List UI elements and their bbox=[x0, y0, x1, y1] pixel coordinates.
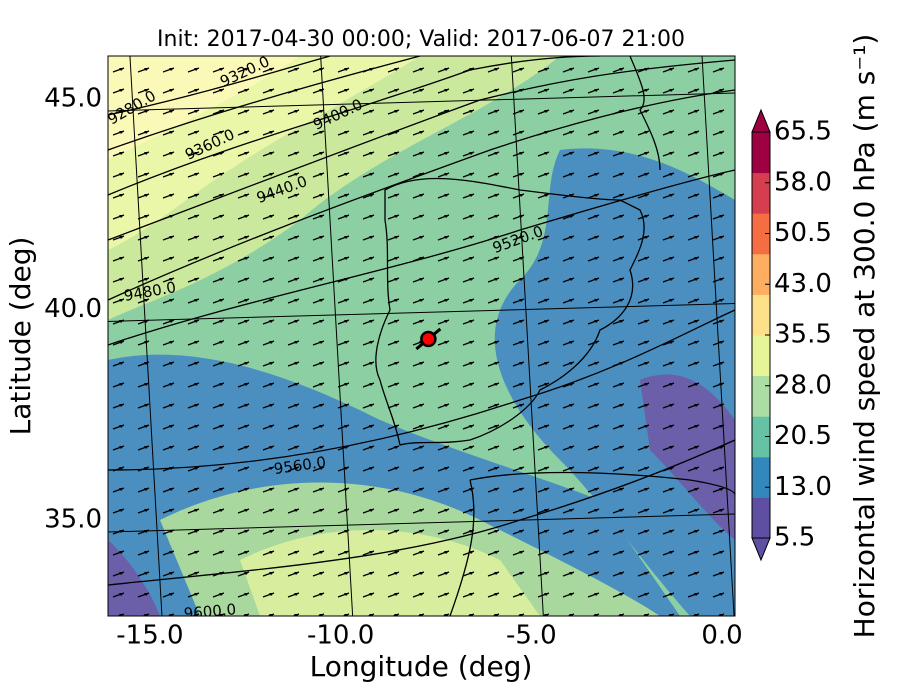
y-tick-label: 40.0 bbox=[44, 294, 102, 324]
x-axis-label: Longitude (deg) bbox=[310, 650, 533, 683]
x-tick-label: 0.0 bbox=[701, 621, 742, 651]
grid-line bbox=[129, 56, 163, 616]
grid-line bbox=[510, 56, 544, 616]
contour-label: 9600.0 bbox=[183, 600, 237, 623]
colorbar-band bbox=[752, 335, 770, 377]
chart-title: Init: 2017-04-30 00:00; Valid: 2017-06-0… bbox=[157, 27, 685, 52]
x-tick-label: -10.0 bbox=[307, 621, 374, 651]
colorbar-band bbox=[752, 416, 770, 458]
coastline bbox=[375, 177, 645, 446]
coastline bbox=[629, 56, 661, 171]
colorbar-tick-label: 65.5 bbox=[774, 117, 832, 147]
colorbar-band bbox=[752, 213, 770, 255]
colorbar-tick-label: 13.0 bbox=[774, 472, 832, 502]
x-tick-label: -15.0 bbox=[116, 621, 183, 651]
colorbar-label: Horizontal wind speed at 300.0 hPa (m s⁻… bbox=[848, 34, 881, 639]
y-axis-label: Latitude (deg) bbox=[4, 237, 37, 436]
colorbar-band bbox=[752, 497, 770, 539]
marker bbox=[420, 330, 437, 348]
colorbar-band bbox=[752, 375, 770, 417]
colorbar-band bbox=[752, 253, 770, 295]
coastline bbox=[449, 471, 735, 616]
colorbar-extend-low bbox=[751, 537, 771, 562]
colorbar-tick-label: 50.5 bbox=[774, 218, 832, 248]
grid-line bbox=[108, 302, 735, 322]
colorbar-tick-label: 43.0 bbox=[774, 269, 832, 299]
colorbar-band bbox=[752, 456, 770, 498]
colorbar-band bbox=[752, 294, 770, 336]
contour-lines bbox=[108, 56, 735, 586]
colorbar-tick-label: 35.5 bbox=[774, 320, 832, 350]
y-tick-label: 45.0 bbox=[44, 83, 102, 113]
colorbar-band bbox=[752, 172, 770, 214]
graticule bbox=[108, 56, 735, 616]
map-field: 9280.09320.09360.09400.09440.09480.09520… bbox=[108, 56, 735, 623]
grid-line bbox=[701, 56, 735, 616]
colorbar-tick-label: 5.5 bbox=[774, 523, 815, 553]
x-tick-label: -5.0 bbox=[506, 621, 557, 651]
colorbar-tick-label: 58.0 bbox=[774, 167, 832, 197]
colorbar-band bbox=[752, 132, 770, 174]
colorbar-tick-label: 20.5 bbox=[774, 421, 832, 451]
colorbar-tick-label: 28.0 bbox=[774, 370, 832, 400]
grid-line bbox=[320, 56, 354, 616]
y-tick-label: 35.0 bbox=[44, 505, 102, 535]
plot-frame bbox=[107, 55, 736, 617]
colorbar-extend-high bbox=[751, 108, 771, 133]
grid-line bbox=[108, 513, 735, 533]
grid-line bbox=[108, 92, 735, 112]
